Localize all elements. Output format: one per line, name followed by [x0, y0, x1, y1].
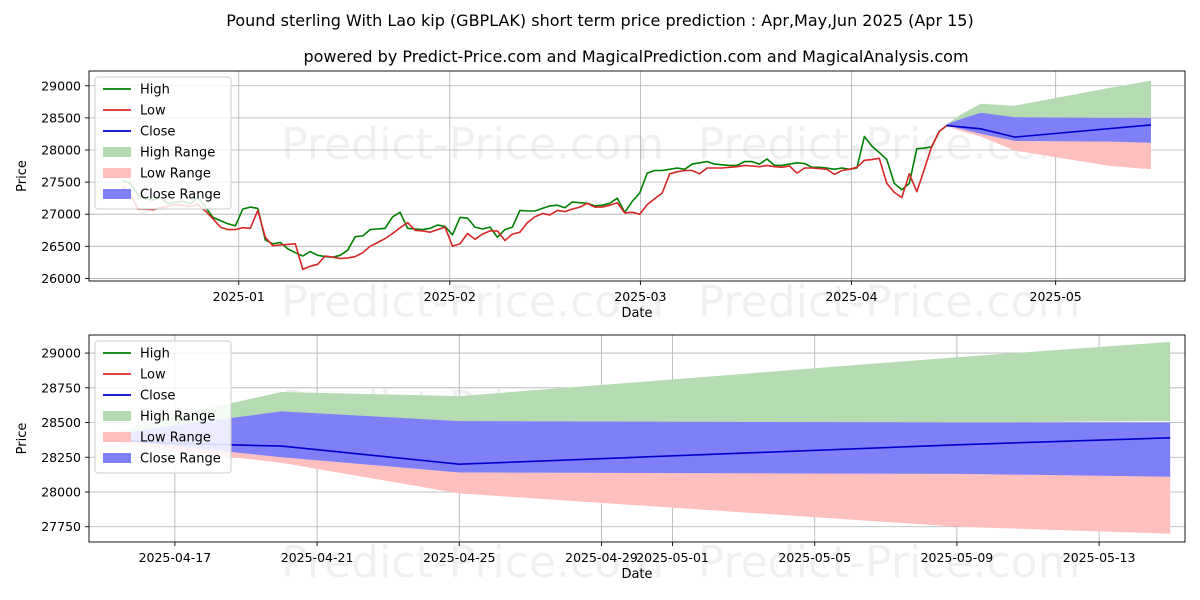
x-axis-label: Date	[621, 567, 652, 582]
x-tick-label: 2025-04-17	[139, 550, 212, 565]
high-range-band	[103, 341, 1171, 440]
y-axis-label: Price	[15, 423, 30, 455]
zoom-panel: Predict-Price.comPredict-Price.comPredic…	[15, 334, 1186, 588]
plot-frame	[88, 70, 1186, 282]
x-tick-label: 2025-02	[424, 289, 476, 304]
x-axis-label: Date	[621, 306, 652, 321]
low-line	[122, 124, 948, 271]
legend-label: Close	[140, 125, 175, 140]
y-tick-label: 28250	[41, 450, 81, 465]
y-axis-label: Price	[15, 160, 30, 192]
y-tick-label: 28750	[41, 380, 81, 395]
legend-label: High	[140, 347, 170, 362]
y-tick-label: 28000	[41, 484, 81, 499]
legend-swatch	[103, 147, 131, 157]
watermark-text: Predict-Price.com	[281, 119, 664, 170]
legend: High Low Close High Range Low Range Close Ran…	[94, 76, 232, 210]
watermark-text: Predict-Price.com	[281, 277, 664, 328]
x-tick-label: 2025-05-09	[921, 550, 994, 565]
plot-frame	[88, 334, 1186, 543]
y-tick-label: 26500	[41, 239, 81, 254]
close-range-band	[946, 112, 1151, 143]
x-tick-label: 2025-04-29	[565, 550, 638, 565]
y-tick-label: 28500	[41, 110, 81, 125]
legend-swatch	[103, 411, 131, 421]
low-range-band	[103, 439, 1171, 534]
legend-swatch	[103, 432, 131, 442]
y-tick-label: 27750	[41, 519, 81, 534]
x-tick-label: 2025-05-01	[636, 550, 709, 565]
y-tick-label: 28000	[41, 142, 81, 157]
x-tick-label: 2025-05	[1030, 289, 1082, 304]
close-forecast-line	[946, 124, 1152, 138]
x-tick-label: 2025-01	[213, 289, 265, 304]
legend-label: High Range	[140, 410, 215, 425]
y-tick-label: 29000	[41, 78, 81, 93]
legend-label: Low Range	[140, 431, 211, 446]
legend-label: Close	[140, 389, 175, 404]
legend-label: Close Range	[140, 188, 221, 203]
overview-panel: Predict-Price.com Predict-Price.com Predic…	[15, 70, 1186, 328]
legend-label: Low	[140, 104, 166, 119]
x-tick-label: 2025-04-21	[281, 550, 354, 565]
watermark-text: Predict-Price.com	[281, 537, 664, 588]
legend-label: Low Range	[140, 167, 211, 182]
legend-label: Close Range	[140, 452, 221, 467]
legend-label: High Range	[140, 146, 215, 161]
legend-label: Low	[140, 368, 166, 383]
y-tick-label: 27500	[41, 175, 81, 190]
chart-subtitle: powered by Predict-Price.com and Magical…	[303, 47, 968, 66]
legend: High Low Close High Range Low Range Close Ran…	[94, 340, 232, 474]
legend-swatch	[103, 168, 131, 178]
x-tick-label: 2025-04	[825, 289, 877, 304]
chart-title: Pound sterling With Lao kip (GBPLAK) sho…	[226, 11, 973, 30]
watermark-text: Predict-Price.com	[698, 537, 1081, 588]
x-tick-label: 2025-03	[614, 289, 666, 304]
y-tick-label: 29000	[41, 346, 81, 361]
watermark-text: Predict-Price.com	[698, 277, 1081, 328]
y-tick-label: 26000	[41, 271, 81, 286]
close-range-band	[103, 411, 1171, 477]
legend-swatch	[103, 453, 131, 463]
x-tick-label: 2025-05-13	[1063, 550, 1136, 565]
legend-swatch	[103, 189, 131, 199]
x-tick-label: 2025-04-25	[423, 550, 496, 565]
low-range-band	[946, 125, 1151, 170]
y-tick-label: 28500	[41, 415, 81, 430]
x-tick-label: 2025-05-05	[778, 550, 851, 565]
legend-label: High	[140, 83, 170, 98]
y-tick-label: 27000	[41, 207, 81, 222]
high-range-band	[946, 80, 1151, 126]
